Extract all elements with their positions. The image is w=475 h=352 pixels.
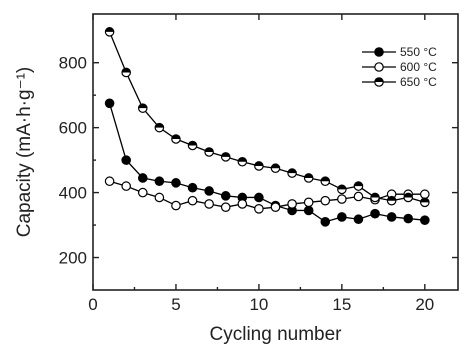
series-line — [108, 103, 425, 223]
data-point — [386, 195, 397, 206]
data-point — [270, 202, 281, 212]
data-point — [171, 178, 181, 188]
data-point — [303, 173, 314, 183]
data-point — [137, 173, 148, 183]
series-line — [108, 31, 426, 203]
plot-frame — [92, 13, 459, 291]
data-point — [370, 192, 380, 203]
data-point — [137, 187, 148, 198]
data-point — [254, 161, 264, 171]
y-tick-label: 200 — [59, 249, 87, 268]
data-point — [121, 67, 131, 78]
data-point — [237, 156, 248, 167]
legend-label: 650 °C — [400, 75, 437, 89]
legend-marker — [374, 62, 384, 72]
data-point — [337, 194, 347, 204]
data-point — [204, 147, 214, 157]
data-point — [353, 181, 364, 191]
series-3 — [104, 27, 430, 208]
data-point — [154, 176, 165, 187]
data-point — [254, 204, 264, 214]
data-point — [187, 140, 198, 151]
data-point — [403, 192, 414, 203]
data-point — [320, 195, 331, 206]
x-tick-label: 10 — [249, 295, 268, 314]
x-tick-label: 0 — [88, 295, 97, 314]
x-tick-label: 5 — [171, 295, 180, 314]
data-point — [237, 199, 248, 209]
y-axis-ticks: 200 400 600 800 — [59, 54, 458, 268]
data-point — [187, 195, 198, 206]
data-point — [303, 205, 314, 216]
data-point — [204, 186, 214, 196]
legend-marker — [374, 47, 384, 57]
data-point — [287, 168, 297, 178]
data-point — [154, 122, 165, 133]
data-point — [420, 189, 430, 200]
data-point — [121, 155, 131, 165]
data-point — [171, 200, 181, 211]
data-point — [370, 208, 380, 219]
x-axis-ticks: 0 5 10 15 20 — [88, 14, 434, 314]
data-point — [386, 212, 397, 222]
y-tick-label: 400 — [59, 184, 87, 203]
x-axis-title: Cycling number — [210, 324, 343, 345]
data-point — [220, 152, 231, 162]
data-point — [320, 176, 331, 187]
series-1 — [104, 98, 430, 227]
data-point — [320, 217, 331, 227]
data-point — [287, 199, 297, 209]
y-axis-title: Capacity (mA·h·g⁻¹) — [14, 67, 35, 238]
data-point — [403, 213, 414, 224]
series-2 — [104, 176, 430, 214]
data-point — [204, 199, 214, 209]
y-tick-label: 600 — [59, 119, 87, 138]
data-point — [337, 212, 347, 222]
series-layer — [104, 27, 430, 227]
data-point — [121, 181, 131, 191]
legend-label: 550 °C — [400, 45, 437, 59]
data-point — [420, 215, 430, 225]
legend-item: 600 °C — [362, 60, 437, 74]
data-point — [187, 182, 198, 193]
data-point — [303, 197, 314, 208]
data-point — [220, 191, 231, 201]
data-point — [353, 214, 364, 225]
x-tick-label: 15 — [332, 295, 351, 314]
data-point — [353, 191, 364, 202]
data-point — [270, 163, 281, 174]
data-point — [220, 202, 231, 212]
data-point — [337, 184, 347, 195]
legend-item: 550 °C — [362, 45, 437, 59]
data-point — [137, 103, 148, 113]
legend-marker — [374, 77, 384, 87]
data-point — [420, 197, 430, 208]
data-point — [171, 134, 181, 144]
data-point — [104, 27, 115, 37]
y-tick-label: 800 — [59, 54, 87, 73]
data-point — [104, 98, 115, 109]
legend-label: 600 °C — [400, 60, 437, 74]
data-point — [254, 192, 264, 203]
data-point — [154, 192, 165, 203]
x-tick-label: 20 — [415, 295, 434, 314]
data-point — [104, 176, 115, 187]
legend-item: 650 °C — [362, 75, 437, 89]
plot-border — [92, 13, 459, 291]
